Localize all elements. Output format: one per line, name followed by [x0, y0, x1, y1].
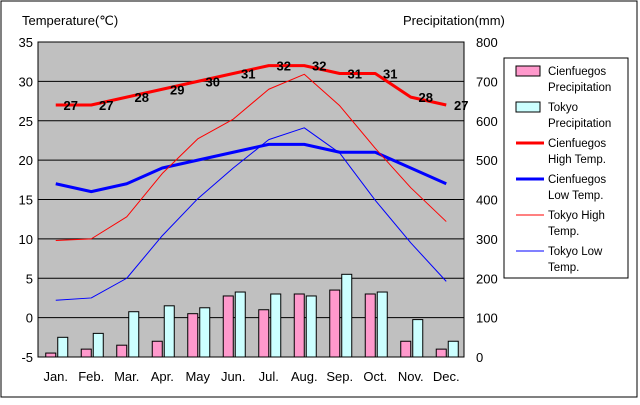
- legend-label: Cienfuegos: [548, 138, 606, 150]
- bar: [258, 309, 270, 358]
- bar: [435, 348, 447, 358]
- x-tick-label: Jun.: [221, 369, 246, 384]
- data-label: 27: [99, 98, 113, 113]
- right-tick-label: 200: [476, 271, 498, 286]
- left-tick-label: 10: [19, 232, 33, 247]
- data-label: 27: [454, 98, 468, 113]
- left-tick-label: 30: [19, 74, 33, 89]
- right-tick-label: 800: [476, 35, 498, 50]
- legend-label: Cienfuegos: [548, 174, 606, 186]
- left-tick-label: 35: [19, 35, 33, 50]
- x-tick-label: Mar.: [114, 369, 139, 384]
- left-tick-label: -5: [21, 350, 33, 365]
- bar: [305, 295, 317, 358]
- data-label: 29: [170, 82, 184, 97]
- bar: [151, 340, 163, 358]
- x-tick-label: May: [185, 369, 210, 384]
- bar: [45, 352, 57, 358]
- bar: [116, 344, 128, 358]
- right-tick-label: 0: [476, 350, 483, 365]
- legend-label: Low Temp.: [548, 190, 603, 202]
- legend-swatch: [515, 65, 541, 77]
- legend-label: Tokyo: [548, 102, 578, 114]
- bar: [163, 305, 175, 358]
- right-tick-label: 600: [476, 114, 498, 129]
- legend-label: Temp.: [548, 226, 579, 238]
- data-label: 30: [206, 74, 220, 89]
- bar: [270, 293, 282, 358]
- left-tick-label: 5: [26, 271, 33, 286]
- left-tick-label: 15: [19, 193, 33, 208]
- x-tick-label: Feb.: [78, 369, 104, 384]
- left-tick-label: 0: [26, 311, 33, 326]
- bar: [400, 340, 412, 358]
- data-label: 31: [348, 67, 362, 82]
- left-tick-label: 20: [19, 153, 33, 168]
- x-tick-label: Apr.: [151, 369, 174, 384]
- x-tick-label: Sep.: [326, 369, 353, 384]
- bar: [80, 348, 92, 358]
- right-tick-label: 700: [476, 74, 498, 89]
- bar: [376, 291, 388, 358]
- x-tick-label: Jul.: [259, 369, 279, 384]
- right-tick-label: 100: [476, 311, 498, 326]
- data-label: 31: [241, 67, 255, 82]
- lines: [55, 64, 447, 301]
- bar: [329, 289, 341, 358]
- bar: [234, 291, 246, 358]
- bar: [199, 307, 211, 358]
- bar: [128, 311, 140, 358]
- legend: Cienfuegos Precipitation Tokyo Precipitatio…: [515, 65, 611, 274]
- legend-label: High Temp.: [548, 154, 606, 166]
- left-tick-label: 25: [19, 114, 33, 129]
- x-tick-label: Nov.: [398, 369, 424, 384]
- x-tick-label: Aug.: [291, 369, 318, 384]
- right-tick-label: 400: [476, 193, 498, 208]
- bar: [187, 313, 199, 358]
- x-tick-label: Dec.: [433, 369, 460, 384]
- legend-label: Temp.: [548, 262, 579, 274]
- bar: [57, 336, 69, 358]
- right-tick-label: 500: [476, 153, 498, 168]
- bar: [364, 293, 376, 358]
- right-axis-title: Precipitation(mm): [403, 13, 505, 28]
- bar: [447, 340, 459, 358]
- data-label: 32: [312, 59, 326, 74]
- x-tick-label: Oct.: [363, 369, 387, 384]
- legend-box: [503, 57, 629, 279]
- series-line: [55, 64, 447, 107]
- legend-swatch: [515, 101, 541, 113]
- bar: [412, 319, 424, 358]
- data-label: 27: [64, 98, 78, 113]
- bar: [92, 332, 104, 358]
- x-tick-label: Jan.: [43, 369, 68, 384]
- series-line: [55, 127, 447, 301]
- bar: [222, 295, 234, 358]
- data-labels: 27 27 28 29 30 31 32 32 31 31 28 27: [64, 59, 469, 113]
- left-axis-title: Temperature(℃): [22, 13, 118, 28]
- right-tick-label: 300: [476, 232, 498, 247]
- legend-label: Precipitation: [548, 82, 611, 94]
- series-line: [55, 73, 447, 241]
- data-label: 28: [135, 90, 149, 105]
- data-label: 31: [383, 67, 397, 82]
- legend-label: Tokyo Low: [548, 246, 603, 258]
- legend-label: Cienfuegos: [548, 66, 606, 78]
- axes: -5 0 5 10 15 20 25 30 35 0 100 200 300 400 500 600 700 80…: [19, 35, 498, 384]
- bar: [341, 273, 353, 358]
- legend-label: Tokyo High: [548, 210, 605, 222]
- legend-label: Precipitation: [548, 118, 611, 130]
- bars: [45, 273, 459, 358]
- bar: [293, 293, 305, 358]
- data-label: 32: [277, 59, 291, 74]
- data-label: 28: [419, 90, 433, 105]
